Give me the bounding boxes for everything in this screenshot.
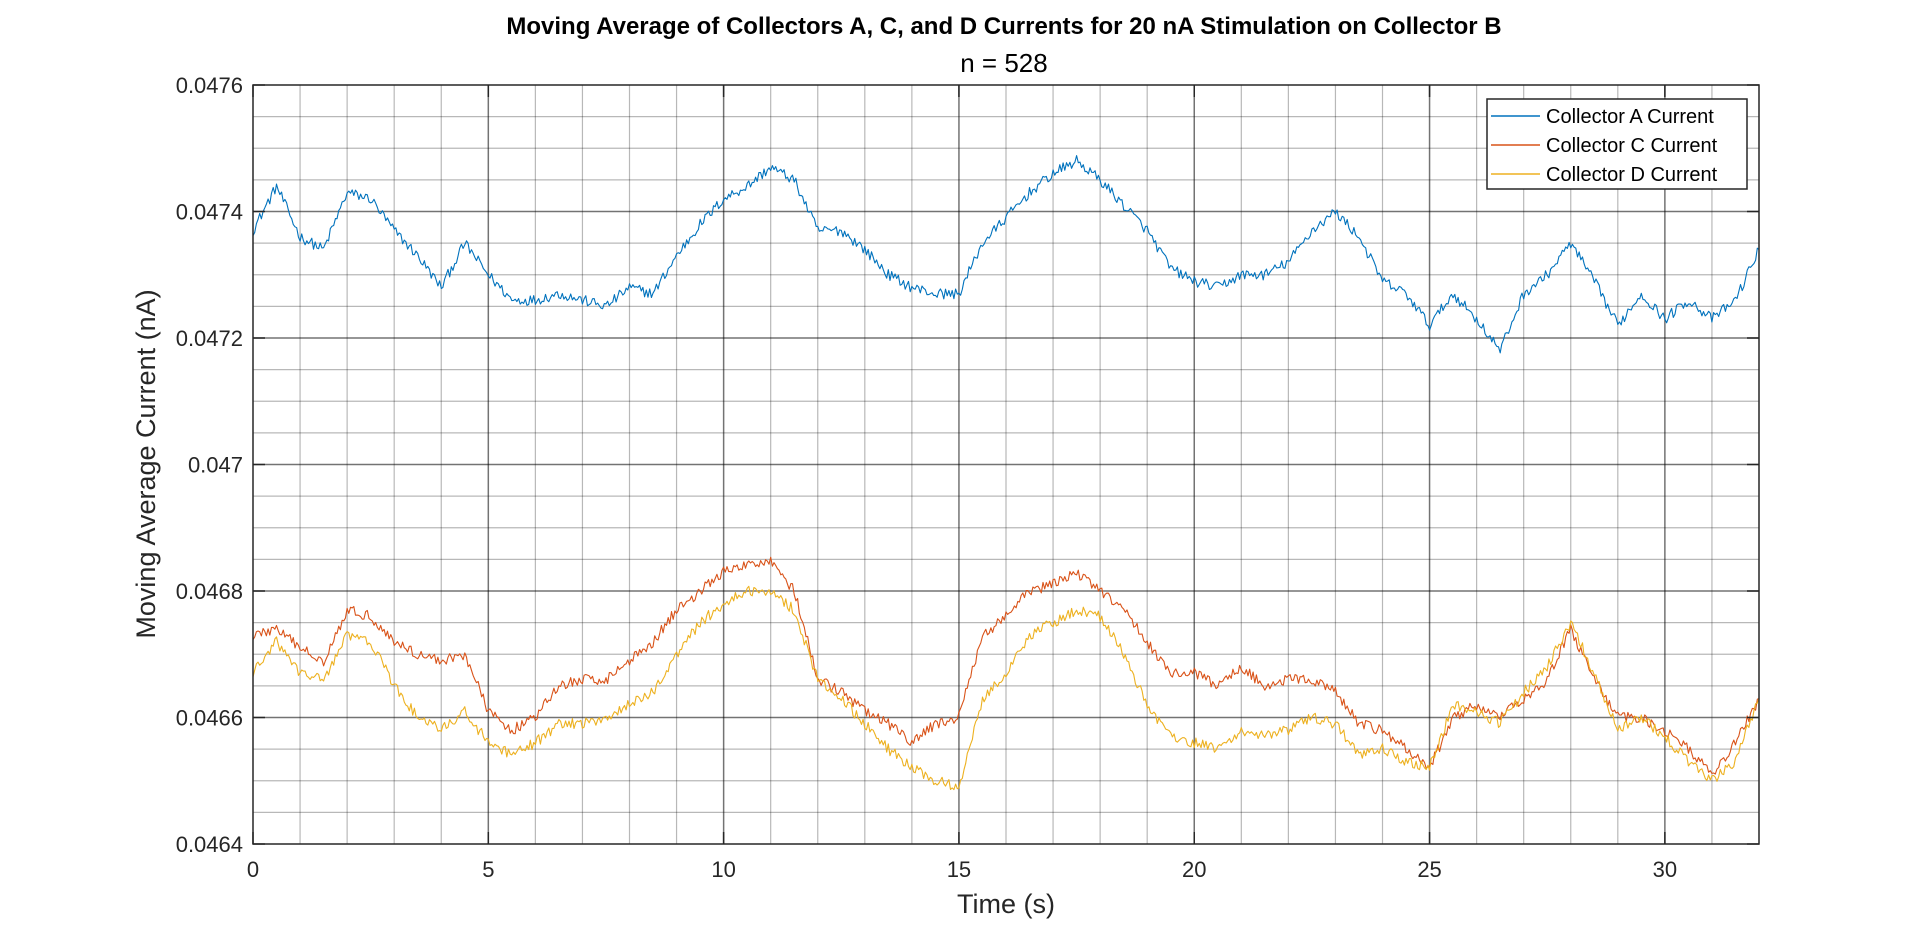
x-tick-label: 20 <box>1182 857 1206 882</box>
x-tick-label: 10 <box>711 857 735 882</box>
x-tick-label: 0 <box>247 857 259 882</box>
legend-label-collector-a: Collector A Current <box>1546 106 1714 128</box>
chart-subtitle: n = 528 <box>960 48 1047 78</box>
y-tick-label: 0.0464 <box>176 832 243 857</box>
major-grid <box>253 85 1759 844</box>
series-layer <box>252 155 1760 791</box>
x-tick-label: 5 <box>482 857 494 882</box>
tick-marks <box>252 84 1759 845</box>
x-tick-label: 30 <box>1653 857 1677 882</box>
x-tick-label: 25 <box>1417 857 1441 882</box>
series-line-collector-c-current <box>252 556 1760 775</box>
legend-entry-collector-c: Collector C Current <box>1491 135 1718 157</box>
y-tick-label: 0.047 <box>188 453 243 478</box>
legend: Collector A Current Collector C Current … <box>1486 98 1748 190</box>
legend-label-collector-d: Collector D Current <box>1546 164 1718 186</box>
y-tick-label: 0.0476 <box>176 73 243 98</box>
legend-label-collector-c: Collector C Current <box>1546 135 1718 157</box>
chart-title: Moving Average of Collectors A, C, and D… <box>506 13 1501 40</box>
y-tick-label: 0.0466 <box>176 706 243 731</box>
plot-area <box>252 84 1760 845</box>
y-tick-labels: 0.0464 0.0466 0.0468 0.047 0.0472 0.0474 0.047… <box>176 73 243 857</box>
y-tick-label: 0.0472 <box>176 326 243 351</box>
series-line-collector-d-current <box>252 585 1760 791</box>
series-line-collector-a-current <box>252 155 1760 354</box>
y-axis-label: Moving Average Current (nA) <box>131 289 161 638</box>
legend-entry-collector-d: Collector D Current <box>1491 164 1718 186</box>
x-tick-label: 15 <box>947 857 971 882</box>
y-tick-label: 0.0474 <box>176 200 243 225</box>
legend-entry-collector-a: Collector A Current <box>1491 106 1714 128</box>
y-tick-label: 0.0468 <box>176 579 243 604</box>
x-axis-label: Time (s) <box>957 889 1055 919</box>
x-tick-labels: 0 5 10 15 20 25 30 <box>247 857 1677 882</box>
